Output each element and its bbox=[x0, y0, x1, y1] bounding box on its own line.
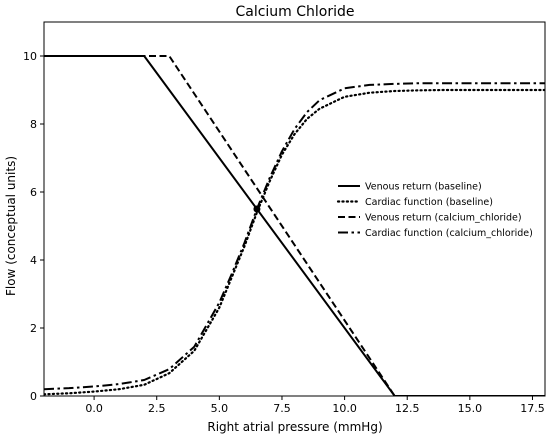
plot-area bbox=[44, 55, 545, 396]
x-tick-label: 12.5 bbox=[395, 402, 420, 415]
series-line-2 bbox=[44, 88, 545, 396]
x-tick-label: 10.0 bbox=[332, 402, 357, 415]
series-line-3 bbox=[44, 55, 545, 396]
y-tick-label: 8 bbox=[30, 118, 37, 131]
legend: Venous return (baseline) Cardiac function… bbox=[336, 182, 533, 239]
equilibrium-marker bbox=[253, 205, 261, 213]
x-tick-label: 7.5 bbox=[273, 402, 291, 415]
legend-label-4: Cardiac function (calcium_chloride) bbox=[365, 228, 533, 239]
legend-label-3: Venous return (calcium_chloride) bbox=[365, 213, 522, 224]
y-axis-label: Flow (conceptual units) bbox=[4, 156, 18, 296]
plot-frame bbox=[43, 21, 546, 397]
x-tick-label: 15.0 bbox=[458, 402, 483, 415]
chart-title: Calcium Chloride bbox=[235, 4, 354, 20]
x-tick-label: 0.0 bbox=[85, 402, 103, 415]
legend-label-2: Cardiac function (baseline) bbox=[365, 197, 493, 208]
y-tick-label: 6 bbox=[30, 186, 37, 199]
x-tick-label: 5.0 bbox=[211, 402, 229, 415]
series-line-4 bbox=[44, 82, 545, 391]
axes: 0.0 2.5 5.0 7.5 10.0 12.5 15.0 17.5 0 2 4 6 8 10 bbox=[23, 21, 546, 415]
y-tick-label: 2 bbox=[30, 322, 37, 335]
x-tick-label: 2.5 bbox=[148, 402, 166, 415]
x-tick-label: 17.5 bbox=[520, 402, 545, 415]
legend-label-1: Venous return (baseline) bbox=[365, 182, 482, 193]
series-line-1 bbox=[44, 55, 545, 396]
y-tick-label: 0 bbox=[30, 390, 37, 403]
y-tick-label: 10 bbox=[23, 50, 37, 63]
x-axis-label: Right atrial pressure (mmHg) bbox=[207, 420, 382, 434]
y-tick-label: 4 bbox=[30, 254, 37, 267]
